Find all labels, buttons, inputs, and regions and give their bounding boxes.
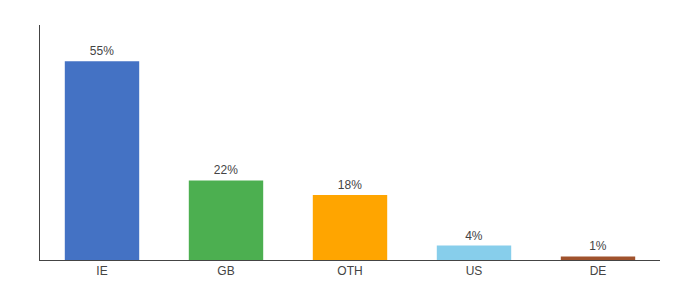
svg-text:GB: GB xyxy=(217,264,234,278)
svg-text:1%: 1% xyxy=(589,239,607,253)
svg-text:18%: 18% xyxy=(338,178,362,192)
svg-text:OTH: OTH xyxy=(337,264,362,278)
svg-text:US: US xyxy=(466,264,483,278)
svg-text:55%: 55% xyxy=(90,44,114,58)
svg-text:IE: IE xyxy=(96,264,107,278)
svg-text:DE: DE xyxy=(590,264,607,278)
svg-text:4%: 4% xyxy=(465,229,483,243)
svg-text:22%: 22% xyxy=(214,163,238,177)
